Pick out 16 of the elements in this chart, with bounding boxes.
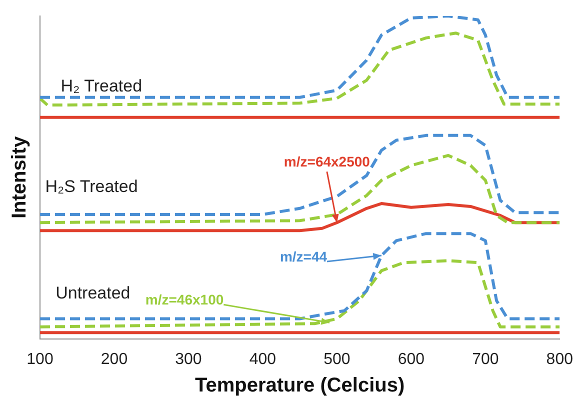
annotation: m/z=44 — [280, 248, 328, 264]
annotation: m/z=46x100 — [145, 292, 224, 308]
x-tick-label: 700 — [472, 350, 499, 368]
annotation: Untreated — [56, 283, 130, 302]
annotation: m/z=64x2500 — [284, 153, 370, 170]
x-tick-label: 100 — [26, 350, 54, 368]
annotation: H₂ Treated — [60, 76, 142, 96]
x-axis-title: Temperature (Celcius) — [194, 374, 405, 397]
x-tick-label: 400 — [249, 350, 276, 368]
annotation: H₂S Treated — [45, 176, 138, 196]
x-tick-label: 800 — [546, 350, 574, 368]
x-tick-label: 300 — [175, 350, 202, 368]
x-tick-label: 600 — [398, 350, 425, 368]
x-tick-label: 500 — [324, 350, 350, 368]
y-axis-title: Intensity — [8, 135, 31, 219]
x-tick-label: 200 — [100, 350, 128, 368]
